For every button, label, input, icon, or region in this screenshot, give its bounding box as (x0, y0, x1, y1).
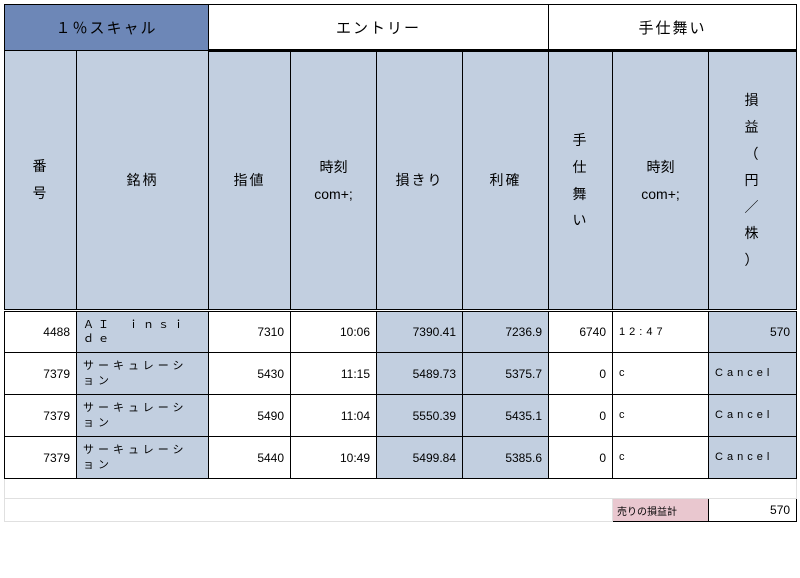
cell-closev: 6740 (549, 311, 613, 353)
corner-header: １％スキャル (5, 5, 209, 51)
trade-table: １％スキャル エントリー 手仕舞い 番号 銘柄 指値 時刻com+; 損きり 利… (4, 4, 797, 522)
cell-num: 7379 (5, 437, 77, 479)
cell-limit: 5490 (209, 395, 291, 437)
footer-value: 570 (709, 499, 797, 522)
cell-pl: 570 (709, 311, 797, 353)
cell-limit: 5430 (209, 353, 291, 395)
table-row: 7379サーキュレーション543011:155489.735375.70cCan… (5, 353, 797, 395)
footer-label: 売りの損益計 (613, 499, 709, 522)
cell-profit: 5375.7 (463, 353, 549, 395)
table-row: 7379サーキュレーション549011:045550.395435.10cCan… (5, 395, 797, 437)
cell-closev: 0 (549, 437, 613, 479)
entry-header: エントリー (209, 5, 549, 51)
footer: 売りの損益計 570 (5, 479, 797, 522)
col-closev: 手仕舞い (549, 51, 613, 311)
cell-name: サーキュレーション (77, 395, 209, 437)
col-time2: 時刻com+; (613, 51, 709, 311)
col-num: 番号 (5, 51, 77, 311)
cell-time2: c (613, 353, 709, 395)
table-body: 4488ＡＩ ｉｎｓｉｄｅ731010:067390.417236.967401… (5, 311, 797, 479)
col-name: 銘柄 (77, 51, 209, 311)
cell-profit: 5385.6 (463, 437, 549, 479)
cell-time2: 12:47 (613, 311, 709, 353)
header-row-1: １％スキャル エントリー 手仕舞い (5, 5, 797, 51)
cell-loss: 5489.73 (377, 353, 463, 395)
cell-time2: c (613, 395, 709, 437)
col-loss: 損きり (377, 51, 463, 311)
cell-num: 7379 (5, 395, 77, 437)
col-pl: 損益（円／株） (709, 51, 797, 311)
cell-profit: 5435.1 (463, 395, 549, 437)
cell-pl: Cancel (709, 395, 797, 437)
cell-name: ＡＩ ｉｎｓｉｄｅ (77, 311, 209, 353)
cell-pl: Cancel (709, 437, 797, 479)
cell-num: 4488 (5, 311, 77, 353)
cell-time1: 10:49 (291, 437, 377, 479)
cell-name: サーキュレーション (77, 437, 209, 479)
cell-limit: 7310 (209, 311, 291, 353)
cell-name: サーキュレーション (77, 353, 209, 395)
cell-closev: 0 (549, 353, 613, 395)
cell-loss: 7390.41 (377, 311, 463, 353)
cell-time1: 11:15 (291, 353, 377, 395)
col-profit: 利確 (463, 51, 549, 311)
cell-num: 7379 (5, 353, 77, 395)
cell-time2: c (613, 437, 709, 479)
col-time1: 時刻com+; (291, 51, 377, 311)
col-limit: 指値 (209, 51, 291, 311)
exit-header: 手仕舞い (549, 5, 797, 51)
table-row: 4488ＡＩ ｉｎｓｉｄｅ731010:067390.417236.967401… (5, 311, 797, 353)
cell-loss: 5550.39 (377, 395, 463, 437)
cell-closev: 0 (549, 395, 613, 437)
cell-time1: 10:06 (291, 311, 377, 353)
cell-loss: 5499.84 (377, 437, 463, 479)
table-row: 7379サーキュレーション544010:495499.845385.60cCan… (5, 437, 797, 479)
header-row-2: 番号 銘柄 指値 時刻com+; 損きり 利確 手仕舞い 時刻com+; 損益（… (5, 51, 797, 311)
cell-profit: 7236.9 (463, 311, 549, 353)
cell-limit: 5440 (209, 437, 291, 479)
cell-time1: 11:04 (291, 395, 377, 437)
cell-pl: Cancel (709, 353, 797, 395)
